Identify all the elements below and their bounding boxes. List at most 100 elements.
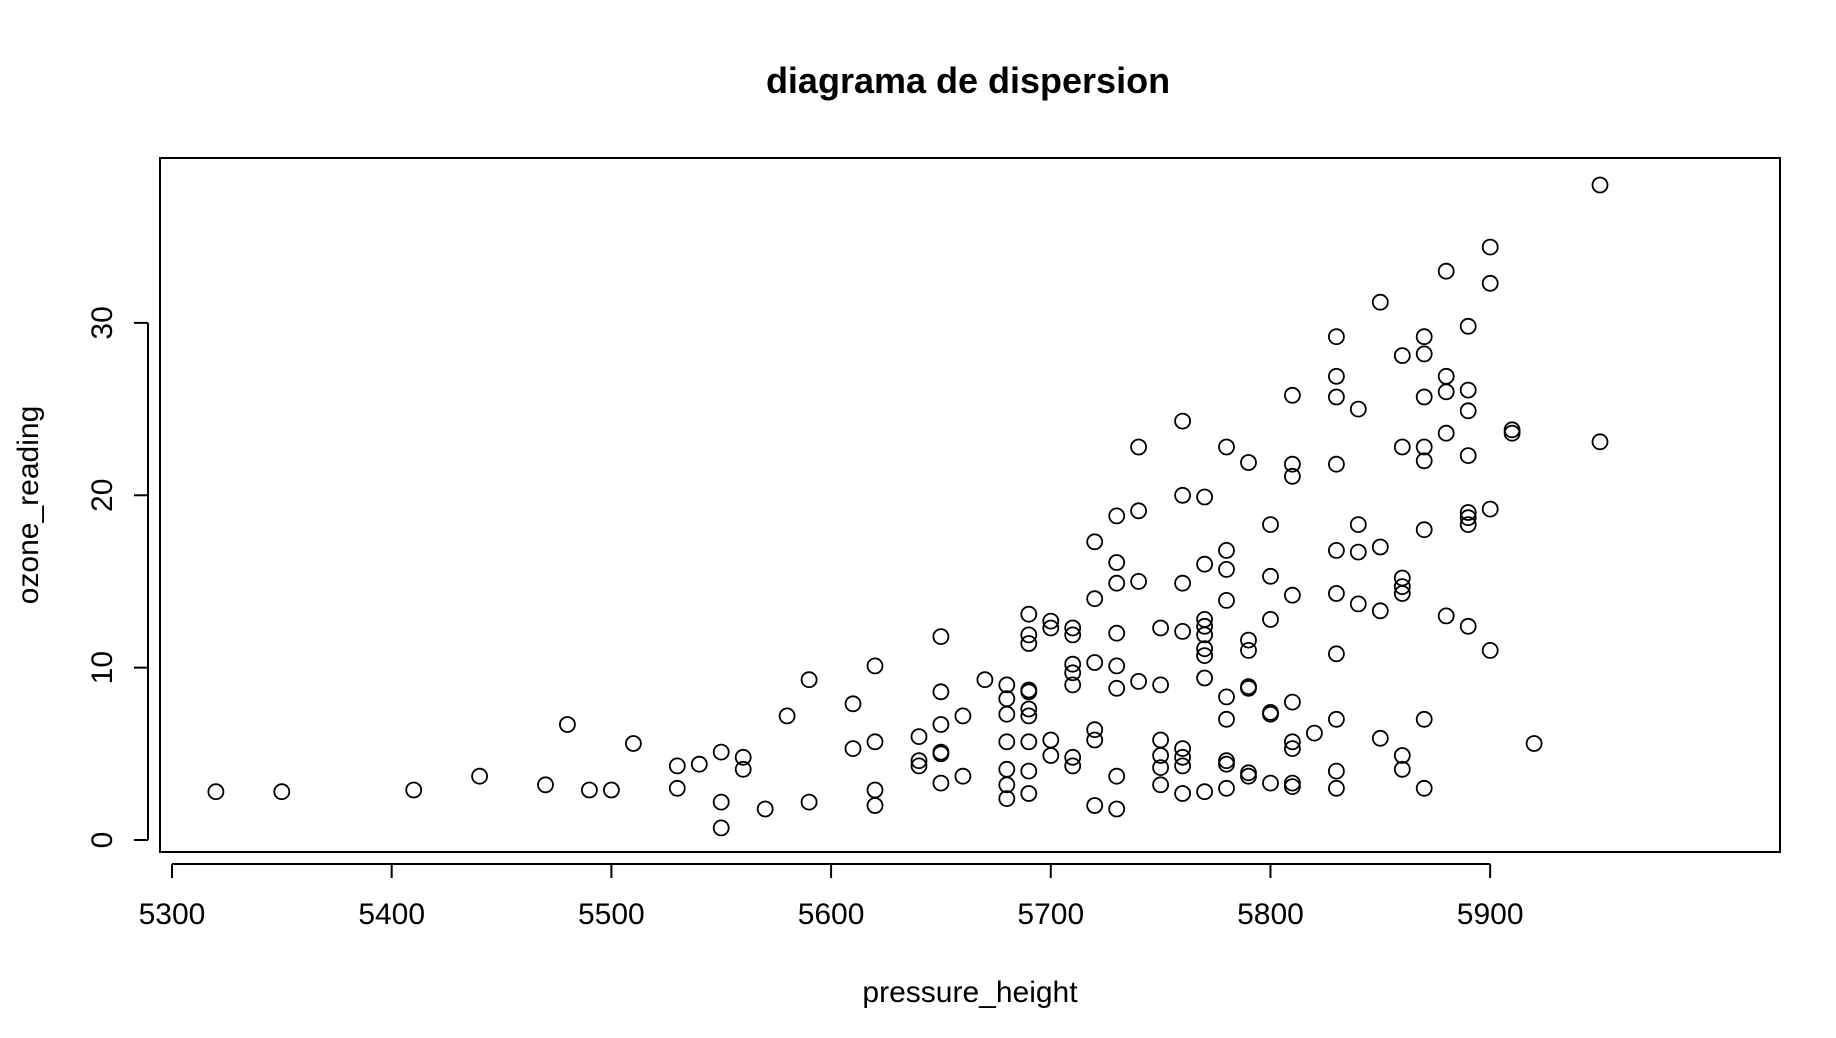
data-point (1328, 710, 1345, 728)
data-point (1086, 721, 1104, 739)
y-tick-label: 30 (86, 306, 119, 339)
data-point (1481, 274, 1499, 292)
data-point (1262, 516, 1279, 533)
data-point (1349, 543, 1367, 561)
data-point (1042, 619, 1060, 637)
data-point (1328, 328, 1345, 346)
data-point (1108, 624, 1126, 642)
y-axis-label: ozone_reading (12, 406, 45, 605)
data-point (1328, 585, 1345, 602)
data-point (625, 735, 642, 752)
data-point (1196, 488, 1213, 506)
data-point (1328, 455, 1345, 473)
data-point (1174, 574, 1191, 592)
data-point (1020, 707, 1038, 725)
data-point (1064, 676, 1082, 694)
data-point (1284, 386, 1301, 404)
data-point (998, 676, 1016, 694)
data-point (866, 733, 884, 751)
data-point (1196, 617, 1213, 635)
data-point (998, 776, 1016, 794)
data-point (1525, 735, 1543, 752)
data-point (1284, 733, 1301, 751)
data-point (1064, 664, 1082, 682)
data-point (1086, 654, 1104, 671)
data-point (1393, 347, 1411, 365)
y-axis: 0 10 20 30 (86, 306, 149, 848)
data-point (1218, 438, 1235, 456)
data-point (1284, 455, 1301, 473)
data-point (1196, 640, 1213, 658)
data-point (273, 783, 291, 801)
data-point (1064, 655, 1082, 673)
data-point (1130, 438, 1147, 456)
data-point (1064, 626, 1082, 644)
data-point (1042, 612, 1060, 630)
data-point (712, 819, 730, 837)
x-axis-label: pressure_height (862, 976, 1078, 1009)
data-point (712, 743, 730, 761)
data-point (1591, 176, 1609, 194)
data-point (1086, 797, 1104, 814)
data-point (1086, 731, 1104, 749)
data-point (1371, 602, 1389, 620)
data-point (1349, 595, 1367, 613)
data-point (1174, 486, 1191, 504)
data-point (1218, 755, 1235, 773)
data-point (910, 728, 928, 745)
data-point (1328, 388, 1345, 406)
data-point (1415, 521, 1433, 539)
data-point (1020, 605, 1038, 623)
data-point (1306, 724, 1323, 742)
data-point (1415, 710, 1433, 728)
data-point (1064, 757, 1082, 775)
data-point (1371, 729, 1389, 747)
data-point (1393, 438, 1411, 456)
data-point (1152, 776, 1169, 794)
data-point (1284, 740, 1301, 757)
data-point (1130, 502, 1147, 520)
data-point (1437, 607, 1455, 625)
data-point (1108, 507, 1126, 525)
data-point (1459, 447, 1477, 465)
data-point (1152, 731, 1169, 749)
data-point (537, 776, 554, 794)
data-point (1459, 617, 1477, 635)
x-tick-label: 5400 (358, 898, 425, 931)
data-point (1393, 569, 1411, 587)
data-point (1108, 554, 1126, 571)
data-point (1415, 345, 1433, 363)
data-point (1020, 700, 1038, 718)
data-point (866, 657, 884, 675)
data-point (1020, 785, 1038, 802)
data-point (1591, 433, 1609, 451)
data-point (1174, 412, 1191, 430)
data-point (998, 705, 1016, 723)
data-point (800, 671, 818, 689)
data-point (1393, 760, 1411, 778)
data-point (998, 760, 1016, 778)
data-point (1393, 585, 1411, 602)
y-tick-label: 20 (86, 479, 119, 512)
data-point (1459, 504, 1477, 521)
data-point (1218, 561, 1235, 578)
data-point (1218, 779, 1235, 797)
data-point (1371, 293, 1389, 311)
data-point (603, 781, 620, 799)
data-point (1108, 767, 1126, 785)
x-tick-label: 5500 (578, 898, 645, 931)
data-point (1174, 623, 1191, 640)
data-point (932, 683, 950, 701)
data-point (1284, 778, 1301, 795)
data-point (1130, 673, 1147, 690)
data-point (1415, 779, 1433, 797)
data-point (1240, 631, 1257, 649)
data-point (559, 716, 576, 733)
chart-title: diagrama de dispersion (766, 60, 1170, 101)
data-point (1328, 367, 1345, 385)
data-point (800, 793, 818, 811)
data-point (1196, 555, 1213, 573)
data-point (1196, 647, 1213, 664)
data-point (1108, 679, 1126, 697)
